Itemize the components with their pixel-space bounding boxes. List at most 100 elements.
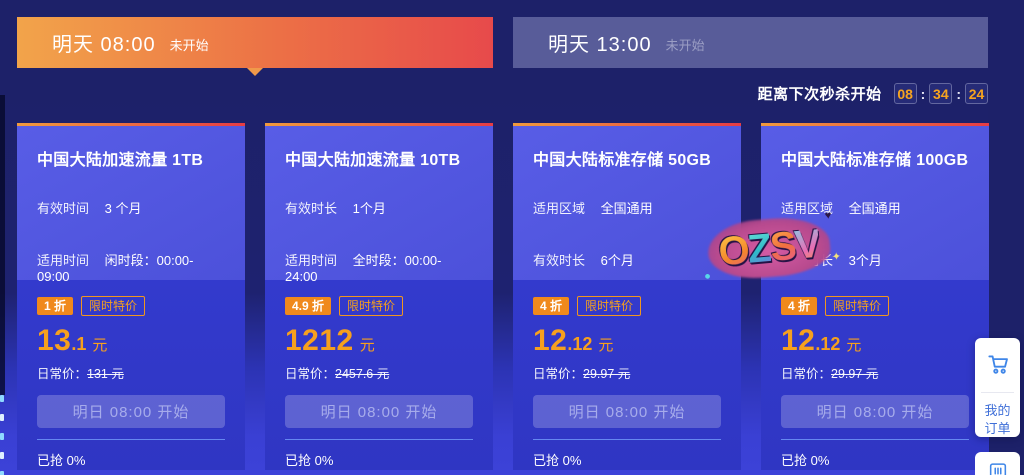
info-label: 适用区域 — [781, 201, 834, 216]
my-orders-label: 我的 — [984, 403, 1011, 418]
product-title: 中国大陆标准存储 50GB — [533, 152, 712, 169]
tab-time: 明天 13:00 — [548, 34, 652, 56]
start-time-button[interactable]: 明日 08:00 开始 — [285, 395, 473, 429]
info-row: 有效时长 3个月 — [781, 250, 969, 269]
clipped-glyph — [0, 395, 4, 402]
tab-time: 明天 08:00 — [52, 34, 156, 56]
info-label: 有效时长 — [781, 253, 834, 268]
original-price-value: 131 元 — [87, 367, 124, 382]
card-info-section: 中国大陆标准存储 100GB 适用区域 全国通用 有效时长 3个月 — [761, 126, 989, 280]
product-card: 中国大陆加速流量 10TB 有效时长 1个月 适用时间 全时段：00:00-24… — [265, 123, 493, 470]
original-price-label: 日常价： — [285, 367, 336, 382]
card-accent-bar — [17, 123, 245, 126]
divider — [981, 392, 1014, 393]
divider — [533, 439, 721, 441]
sold-progress: 已抢 0% — [285, 453, 334, 469]
info-label: 适用时间 — [285, 253, 338, 268]
product-card: 中国大陆加速流量 1TB 有效时间 3 个月 适用时间 闲时段：00:00-09… — [17, 123, 245, 470]
countdown-colon: : — [920, 85, 926, 102]
info-row: 适用时间 全时段：00:00-24:00 — [285, 250, 473, 284]
original-price-value: 29.97 元 — [583, 367, 631, 382]
original-price-value: 2457.6 元 — [335, 367, 390, 382]
info-row: 适用区域 全国通用 — [781, 198, 969, 217]
product-title: 中国大陆加速流量 10TB — [285, 152, 461, 169]
clipped-glyph — [0, 452, 4, 459]
floating-side-panel: 我的 订单 — [975, 338, 1020, 437]
divider — [781, 439, 969, 441]
original-price-label: 日常价： — [781, 367, 832, 382]
card-accent-bar — [513, 123, 741, 126]
info-row: 适用时间 闲时段：00:00-09:00 — [37, 250, 225, 284]
left-edge-shadow — [0, 95, 5, 395]
info-value: 1个月 — [352, 201, 386, 216]
start-time-button[interactable]: 明日 08:00 开始 — [533, 395, 721, 429]
discount-badge: 4 折 — [533, 297, 570, 316]
sold-progress: 已抢 0% — [37, 453, 86, 469]
price-unit: 元 — [598, 337, 614, 355]
info-value: 3个月 — [848, 253, 882, 268]
info-value: 全时段：00:00-24:00 — [285, 253, 442, 284]
promo-badge: 限时特价 — [577, 296, 642, 317]
badge-row: 4.9 折 限时特价 — [285, 296, 473, 317]
product-title: 中国大陆标准存储 100GB — [781, 152, 969, 169]
product-card: 中国大陆标准存储 100GB 适用区域 全国通用 有效时长 3个月 4 折 限时… — [761, 123, 989, 470]
tab-session-0800[interactable]: 明天 08:00 未开始 — [17, 17, 493, 68]
price-unit: 元 — [92, 337, 108, 355]
original-price-value: 29.97 元 — [831, 367, 879, 382]
price-integer: 1212 — [285, 324, 354, 358]
original-price: 日常价：131 元 — [37, 363, 225, 382]
promo-badge: 限时特价 — [825, 296, 890, 317]
price-integer: 12 — [533, 324, 568, 358]
card-price-section: 4 折 限时特价 12 .12 元 日常价：29.97 元 明日 08:00 开… — [761, 280, 989, 470]
original-price: 日常价：29.97 元 — [781, 363, 969, 382]
price: 13 .1 元 — [37, 324, 225, 358]
original-price: 日常价：29.97 元 — [533, 363, 721, 382]
card-info-section: 中国大陆加速流量 1TB 有效时间 3 个月 适用时间 闲时段：00:00-09… — [17, 126, 245, 284]
card-accent-bar — [761, 123, 989, 126]
info-row: 适用区域 全国通用 — [533, 198, 721, 217]
info-row: 有效时长 6个月 — [533, 250, 721, 269]
countdown-minutes: 34 — [929, 83, 953, 104]
countdown-seconds: 24 — [965, 83, 988, 104]
card-price-section: 4.9 折 限时特价 1212 元 日常价：2457.6 元 明日 08:00 … — [265, 280, 493, 470]
info-row: 有效时间 3 个月 — [37, 198, 225, 217]
info-value: 全国通用 — [848, 201, 901, 216]
countdown: 距离下次秒杀开始 08 : 34 : 24 — [758, 83, 988, 104]
my-orders-button[interactable]: 我的 订单 — [984, 393, 1010, 438]
price: 12 .12 元 — [533, 324, 721, 358]
info-row: 有效时长 1个月 — [285, 198, 473, 217]
info-value: 全国通用 — [600, 201, 653, 216]
divider — [37, 439, 225, 441]
start-time-button[interactable]: 明日 08:00 开始 — [37, 395, 225, 429]
floating-bottom-button[interactable] — [975, 452, 1020, 475]
price-decimal: .1 — [71, 334, 87, 355]
sold-progress: 已抢 0% — [533, 453, 582, 469]
price: 12 .12 元 — [781, 324, 969, 358]
original-price: 日常价：2457.6 元 — [285, 363, 473, 382]
countdown-label: 距离下次秒杀开始 — [757, 86, 882, 103]
info-value: 闲时段：00:00-09:00 — [37, 253, 194, 284]
tab-session-1300[interactable]: 明天 13:00 未开始 — [513, 17, 988, 68]
product-card: 中国大陆标准存储 50GB 适用区域 全国通用 有效时长 6个月 4 折 限时特… — [513, 123, 741, 470]
badge-row: 1 折 限时特价 — [37, 296, 225, 317]
price: 1212 元 — [285, 324, 473, 358]
product-title: 中国大陆加速流量 1TB — [37, 152, 204, 169]
info-label: 有效时长 — [285, 201, 338, 216]
price-unit: 元 — [846, 337, 862, 355]
clipped-glyph — [0, 471, 4, 475]
promo-badge: 限时特价 — [339, 296, 404, 317]
tab-status-badge: 未开始 — [169, 37, 209, 53]
promo-badge: 限时特价 — [81, 296, 146, 317]
info-value: 3 个月 — [104, 201, 142, 216]
info-label: 有效时间 — [37, 201, 90, 216]
card-info-section: 中国大陆标准存储 50GB 适用区域 全国通用 有效时长 6个月 — [513, 126, 741, 280]
clipped-glyph — [0, 414, 4, 421]
shopping-cart-icon — [985, 355, 1011, 381]
left-edge-clipped-widget[interactable] — [0, 395, 6, 475]
start-time-button[interactable]: 明日 08:00 开始 — [781, 395, 969, 429]
original-price-label: 日常价： — [37, 367, 88, 382]
info-label: 有效时长 — [533, 253, 586, 268]
tab-status-badge: 未开始 — [665, 37, 705, 53]
cart-button[interactable] — [985, 338, 1011, 392]
